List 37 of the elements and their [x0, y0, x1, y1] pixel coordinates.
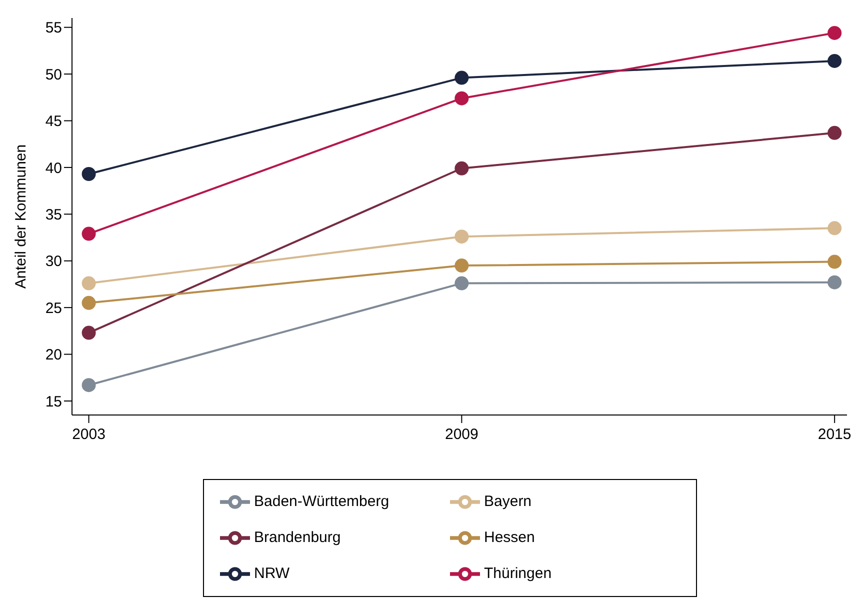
y-tick-label: 40	[45, 160, 62, 177]
legend-label: Bayern	[484, 492, 532, 510]
point	[828, 26, 842, 40]
legend-label: Baden-Württemberg	[254, 492, 390, 510]
y-tick-label: 50	[45, 66, 62, 84]
y-tick-label: 15	[45, 393, 62, 410]
y-tick-label: 20	[45, 346, 62, 364]
point	[82, 167, 96, 181]
point	[82, 226, 96, 241]
point	[454, 70, 469, 85]
point	[454, 161, 469, 176]
point	[454, 276, 469, 290]
x-tick-label: 2009	[444, 426, 478, 443]
x-tick-label: 2003	[72, 426, 106, 443]
y-tick-label: 35	[45, 206, 62, 224]
y-tick-label: 25	[45, 300, 62, 317]
legend-label: Hessen	[484, 528, 535, 546]
legend-label: Brandenburg	[254, 528, 341, 546]
point	[828, 275, 842, 290]
point	[82, 296, 96, 310]
point	[82, 276, 96, 290]
y-tick-label: 30	[45, 253, 62, 270]
point	[82, 326, 96, 340]
point	[454, 258, 469, 273]
point	[454, 91, 469, 106]
point	[828, 126, 842, 140]
point	[828, 221, 842, 236]
x-tick-label: 2015	[818, 426, 852, 443]
y-tick-label: 45	[45, 113, 62, 130]
point	[454, 230, 469, 244]
point	[828, 54, 842, 68]
legend-label: Thüringen	[484, 564, 552, 582]
y-tick-label: 55	[45, 20, 62, 37]
point	[828, 254, 842, 269]
point	[82, 378, 96, 392]
legend-label: NRW	[254, 564, 290, 582]
y-axis-title: Anteil der Kommunen	[12, 144, 30, 289]
